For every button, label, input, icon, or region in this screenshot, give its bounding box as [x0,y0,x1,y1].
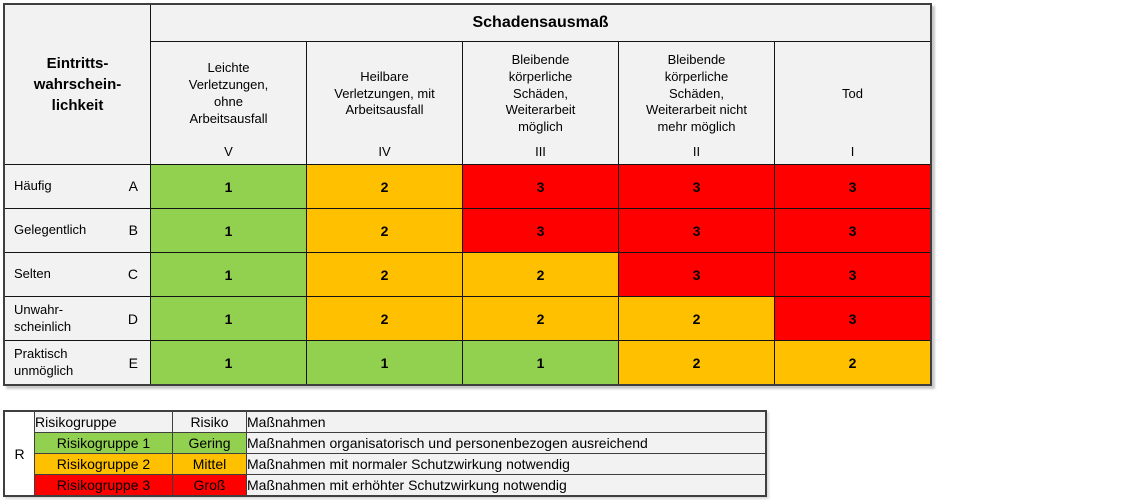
matrix-value-cell: 3 [618,164,775,209]
column-header-label: Heilbare Verletzungen, mit Arbeitsausfal… [334,68,435,118]
matrix-value-cell: 2 [462,252,619,297]
legend-measures-cell: Maßnahmen mit erhöhter Schutzwirkung not… [246,474,767,497]
probability-axis-label: Eintritts- wahrschein- lichkeit [3,3,151,165]
legend-risk-cell: Gering [172,432,247,454]
legend-row-risikogruppe-3: Risikogruppe 3 Groß Maßnahmen mit erhöht… [4,474,767,497]
legend-risk-cell: Groß [172,474,247,497]
row-header-letter: B [128,222,138,239]
column-header-i: Tod I [774,41,932,165]
severity-axis-title: Schadensausmaß [150,3,932,42]
row-header-letter: A [128,178,138,195]
legend-row-risikogruppe-1: Risikogruppe 1 Gering Maßnahmen organisa… [4,432,767,454]
matrix-value-cell: 2 [462,296,619,341]
row-header: Häufig A [3,164,151,209]
legend-r-cell: R [3,410,35,497]
matrix-value-cell: 1 [462,340,619,386]
matrix-value-cell: 1 [150,164,307,209]
row-header-label: Gelegentlich [14,222,87,238]
matrix-row-gelegentlich: Gelegentlich B 1 2 3 3 3 [3,208,932,253]
matrix-row-selten: Selten C 1 2 2 3 3 [3,252,932,297]
matrix-value-cell: 2 [306,164,463,209]
column-header-numeral: I [850,144,855,159]
legend-measures-cell: Maßnahmen organisatorisch und personenbe… [246,432,767,454]
matrix-value-cell: 3 [462,164,619,209]
matrix-value-cell: 3 [774,296,932,341]
matrix-value-cell: 3 [618,208,775,253]
matrix-value-cell: 2 [306,208,463,253]
column-header-v: Leichte Verletzungen, ohne Arbeitsausfal… [150,41,307,165]
matrix-value-cell: 3 [774,252,932,297]
column-header-label: Bleibende körperliche Schäden, Weiterarb… [505,51,576,135]
matrix-value-cell: 3 [774,208,932,253]
row-header-letter: C [127,266,138,283]
legend-header-group: Risikogruppe [34,410,173,433]
legend-header-row: R Risikogruppe Risiko Maßnahmen [3,410,767,497]
matrix-value-cell: 3 [774,164,932,209]
row-header: Gelegentlich B [3,208,151,253]
row-header-letter: D [127,310,138,327]
row-header-label: Unwahr- scheinlich [14,301,72,334]
column-header-iv: Heilbare Verletzungen, mit Arbeitsausfal… [306,41,463,165]
legend-group-cell: Risikogruppe 1 [34,432,173,454]
legend-group-cell: Risikogruppe 3 [34,474,173,497]
risk-matrix-table: Eintritts- wahrschein- lichkeit Schadens… [3,3,932,386]
matrix-value-cell: 2 [618,340,775,386]
matrix-value-cell: 1 [150,252,307,297]
matrix-value-cell: 1 [150,340,307,386]
row-header-letter: E [128,354,138,371]
legend-measures-cell: Maßnahmen mit normaler Schutzwirkung not… [246,453,767,475]
column-header-numeral: IV [378,144,391,159]
row-header: Unwahr- scheinlich D [3,296,151,341]
legend-row-risikogruppe-2: Risikogruppe 2 Mittel Maßnahmen mit norm… [4,453,767,475]
matrix-row-haeufig: Häufig A 1 2 3 3 3 [3,164,932,209]
legend-header-measures: Maßnahmen [246,410,767,433]
column-header-numeral: II [692,144,701,159]
row-header-label: Selten [14,266,51,282]
matrix-value-cell: 3 [618,252,775,297]
matrix-value-cell: 1 [150,296,307,341]
row-header: Praktisch unmöglich E [3,340,151,386]
matrix-row-praktisch-unmoeglich: Praktisch unmöglich E 1 1 1 2 2 [3,340,932,386]
risk-legend-table: R Risikogruppe Risiko Maßnahmen Risikogr… [3,410,767,497]
legend-risk-cell: Mittel [172,453,247,475]
column-header-numeral: III [535,144,546,159]
matrix-top-row: Eintritts- wahrschein- lichkeit Schadens… [3,3,932,165]
row-header: Selten C [3,252,151,297]
row-header-label: Praktisch unmöglich [14,345,74,378]
matrix-value-cell: 2 [618,296,775,341]
column-header-numeral: V [224,144,233,159]
matrix-value-cell: 2 [774,340,932,386]
column-header-label: Bleibende körperliche Schäden, Weiterarb… [646,51,747,135]
legend-header-risk: Risiko [172,410,247,433]
column-header-iii: Bleibende körperliche Schäden, Weiterarb… [462,41,619,165]
matrix-value-cell: 1 [150,208,307,253]
matrix-value-cell: 2 [306,296,463,341]
row-header-label: Häufig [14,178,52,194]
matrix-value-cell: 2 [306,252,463,297]
column-header-ii: Bleibende körperliche Schäden, Weiterarb… [618,41,775,165]
column-header-label: Tod [842,85,863,101]
matrix-row-unwahrscheinlich: Unwahr- scheinlich D 1 2 2 2 3 [3,296,932,341]
matrix-column-header-row: Leichte Verletzungen, ohne Arbeitsausfal… [4,41,932,165]
legend-group-cell: Risikogruppe 2 [34,453,173,475]
matrix-value-cell: 1 [306,340,463,386]
matrix-value-cell: 3 [462,208,619,253]
column-header-label: Leichte Verletzungen, ohne Arbeitsausfal… [188,60,269,126]
